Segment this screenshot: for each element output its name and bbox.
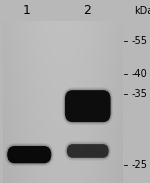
FancyBboxPatch shape	[63, 87, 113, 125]
FancyBboxPatch shape	[6, 145, 53, 165]
Text: -40: -40	[131, 69, 147, 79]
Text: kDa: kDa	[134, 6, 150, 16]
Text: -35: -35	[131, 89, 147, 99]
FancyBboxPatch shape	[5, 143, 54, 166]
FancyBboxPatch shape	[67, 144, 109, 158]
FancyBboxPatch shape	[7, 146, 51, 163]
FancyBboxPatch shape	[64, 141, 111, 161]
FancyBboxPatch shape	[65, 90, 111, 122]
Text: 1: 1	[23, 4, 31, 18]
FancyBboxPatch shape	[64, 89, 112, 124]
Text: -25: -25	[131, 160, 147, 170]
Text: -55: -55	[131, 36, 147, 46]
Text: 2: 2	[83, 4, 91, 18]
FancyBboxPatch shape	[66, 143, 110, 159]
